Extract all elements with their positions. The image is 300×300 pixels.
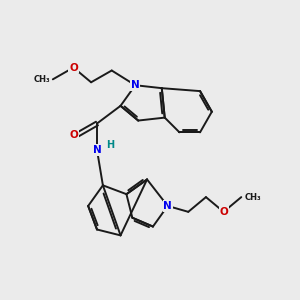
Text: N: N — [163, 201, 172, 211]
Text: CH₃: CH₃ — [33, 75, 50, 84]
Text: N: N — [93, 145, 101, 155]
Text: N: N — [131, 80, 140, 90]
Text: CH₃: CH₃ — [244, 193, 261, 202]
Text: O: O — [69, 130, 78, 140]
Text: O: O — [69, 63, 78, 73]
Text: H: H — [106, 140, 114, 150]
Text: O: O — [219, 207, 228, 217]
